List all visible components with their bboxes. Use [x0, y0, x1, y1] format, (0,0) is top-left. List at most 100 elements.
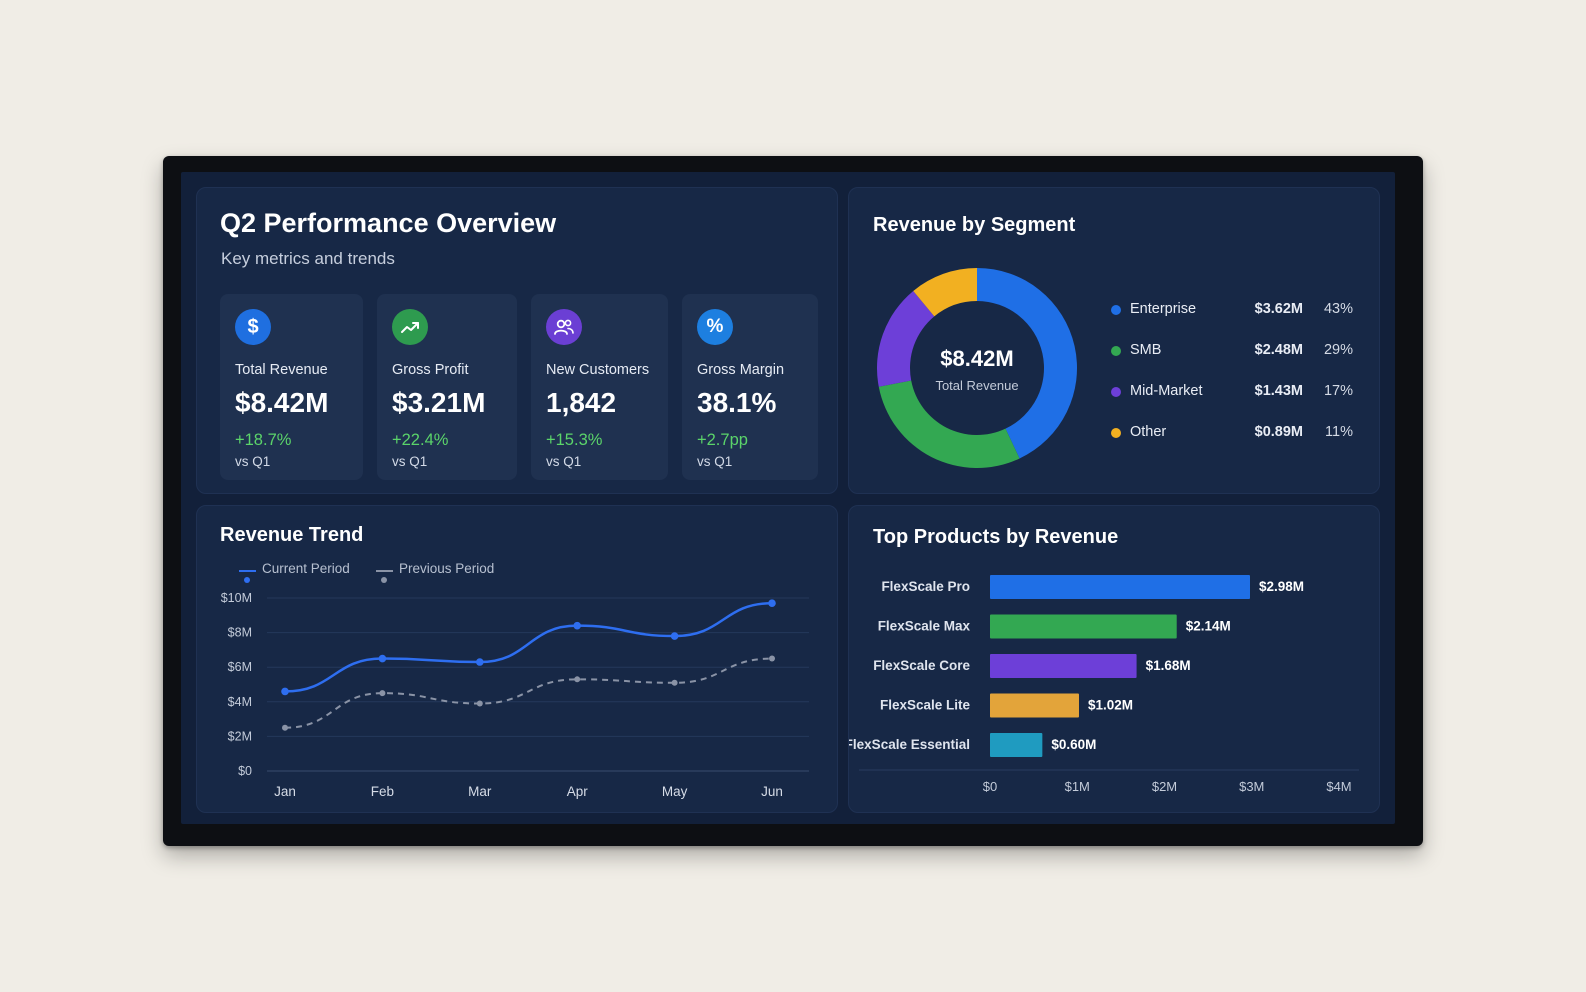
product-label: FlexScale Essential [849, 737, 970, 752]
kpi-card-new-customers[interactable]: New Customers 1,842 +15.3% vs Q1 [531, 294, 668, 480]
kpi-card-total-revenue[interactable]: $ Total Revenue $8.42M +18.7% vs Q1 [220, 294, 363, 480]
legend-dot [1111, 387, 1121, 397]
product-value-label: $2.98M [1259, 579, 1304, 594]
current-period-point[interactable] [281, 687, 289, 696]
current-period-swatch [239, 570, 256, 583]
current-period-point[interactable] [476, 658, 484, 666]
kpi-card-gross-profit[interactable]: Gross Profit $3.21M +22.4% vs Q1 [377, 294, 517, 480]
current-period-point[interactable] [768, 599, 776, 607]
x-tick-label: Mar [468, 784, 492, 799]
segment-panel: Revenue by Segment $8.42M Total Revenue … [848, 187, 1380, 494]
current-period-point[interactable] [670, 632, 679, 640]
donut-center-value: $8.42M [940, 346, 1014, 371]
kpi-value: 1,842 [546, 387, 617, 418]
kpi-compare: vs Q1 [235, 454, 271, 469]
y-tick-label: $4M [228, 695, 252, 709]
product-value-label: $2.14M [1186, 619, 1231, 634]
segment-legend-other: Other $0.89M 11% [1111, 423, 1361, 443]
previous-period-point[interactable] [282, 724, 288, 731]
segment-legend-mid-market: Mid-Market $1.43M 17% [1111, 382, 1361, 402]
segment-percent: 17% [1323, 383, 1353, 399]
legend-previous-period[interactable]: Previous Period [376, 561, 495, 583]
x-tick-label: Jun [761, 784, 783, 799]
previous-period-point[interactable] [769, 655, 775, 662]
product-value-label: $0.60M [1051, 737, 1096, 752]
previous-period-line [284, 657, 773, 729]
legend-label: Current Period [262, 561, 350, 576]
previous-period-point[interactable] [379, 690, 386, 697]
kpi-label: Gross Profit [392, 362, 469, 378]
segment-name: Enterprise [1130, 301, 1197, 317]
product-label: FlexScale Lite [880, 698, 971, 713]
product-bar[interactable] [990, 614, 1177, 639]
kpi-label: New Customers [546, 362, 650, 378]
kpi-compare: vs Q1 [546, 454, 582, 469]
revenue-trend-panel: Revenue Trend Current Period Previous Pe… [196, 505, 838, 813]
segment-name: Other [1130, 424, 1167, 440]
segment-amount: $0.89M [1254, 424, 1303, 440]
donut-center-label: Total Revenue [935, 378, 1019, 393]
segment-name: SMB [1130, 342, 1162, 358]
current-period-point[interactable] [378, 654, 387, 663]
percent-icon: % [697, 309, 733, 345]
x-tick-label: $1M [1065, 779, 1090, 794]
product-value-label: $1.02M [1088, 698, 1133, 713]
product-value-label: $1.68M [1146, 658, 1191, 673]
current-period-point[interactable] [573, 621, 581, 630]
segment-name: Mid-Market [1130, 383, 1203, 399]
product-label: FlexScale Pro [881, 579, 970, 594]
segment-percent: 11% [1325, 424, 1353, 440]
previous-period-point[interactable] [476, 700, 483, 707]
display-frame: Q2 Performance Overview Key metrics and … [163, 156, 1423, 846]
product-label: FlexScale Core [873, 658, 970, 673]
x-tick-label: Apr [567, 784, 589, 799]
product-bar[interactable] [990, 575, 1251, 599]
kpi-label: Total Revenue [235, 362, 328, 378]
segment-amount: $3.62M [1254, 301, 1303, 317]
legend-dot [1111, 305, 1121, 315]
segment-percent: 43% [1323, 301, 1353, 317]
donut-slice-enterprise[interactable] [977, 268, 1077, 459]
users-icon [546, 309, 582, 345]
kpi-card-gross-margin[interactable]: % Gross Margin 38.1% +2.7pp vs Q1 [682, 294, 818, 480]
previous-period-point[interactable] [574, 676, 581, 683]
x-tick-label: May [662, 784, 688, 799]
x-tick-label: $3M [1239, 779, 1264, 794]
y-tick-label: $6M [228, 660, 252, 674]
kpi-value: $8.42M [235, 387, 329, 418]
overview-panel: Q2 Performance Overview Key metrics and … [196, 187, 838, 494]
product-bar[interactable] [990, 693, 1079, 718]
y-tick-label: $0 [238, 764, 252, 778]
page-subtitle: Key metrics and trends [221, 249, 395, 268]
revenue-trend-chart: $10M $8M $6M $4M $2M $0 Jan Feb Mar Apr May Jun [221, 591, 809, 799]
previous-period-point[interactable] [671, 679, 678, 686]
x-tick-label: Jan [274, 784, 296, 799]
y-tick-label: $10M [221, 591, 252, 605]
product-bar[interactable] [990, 733, 1043, 757]
page-title: Q2 Performance Overview [220, 208, 557, 238]
segment-donut-chart: $8.42M Total Revenue [877, 268, 1077, 468]
kpi-change: +18.7% [235, 431, 292, 449]
kpi-change: +22.4% [392, 431, 449, 449]
y-tick-label: $8M [228, 626, 252, 640]
donut-slice-smb[interactable] [878, 380, 1020, 468]
trend-title: Revenue Trend [220, 524, 364, 546]
dollar-icon: $ [235, 309, 271, 345]
segment-amount: $2.48M [1254, 342, 1303, 358]
donut-slice-other[interactable] [913, 268, 977, 317]
y-tick-label: $2M [228, 729, 252, 743]
kpi-change: +2.7pp [697, 431, 748, 449]
product-bar[interactable] [990, 654, 1137, 678]
x-tick-label: $4M [1326, 779, 1351, 794]
legend-current-period[interactable]: Current Period [239, 561, 350, 583]
legend-dot [1111, 346, 1121, 356]
legend-label: Previous Period [399, 561, 495, 576]
donut-center: $8.42M Total Revenue [877, 268, 1077, 468]
top-products-chart: FlexScale Pro $2.98M FlexScale Max $2.14M Fl… [849, 575, 1359, 794]
x-tick-label: $0 [983, 779, 997, 794]
donut-slice-mid-market[interactable] [877, 290, 935, 387]
segment-title: Revenue by Segment [873, 214, 1076, 236]
legend-dot [1111, 428, 1121, 438]
product-label: FlexScale Max [878, 619, 971, 634]
segment-legend-enterprise: Enterprise $3.62M 43% [1111, 300, 1361, 320]
